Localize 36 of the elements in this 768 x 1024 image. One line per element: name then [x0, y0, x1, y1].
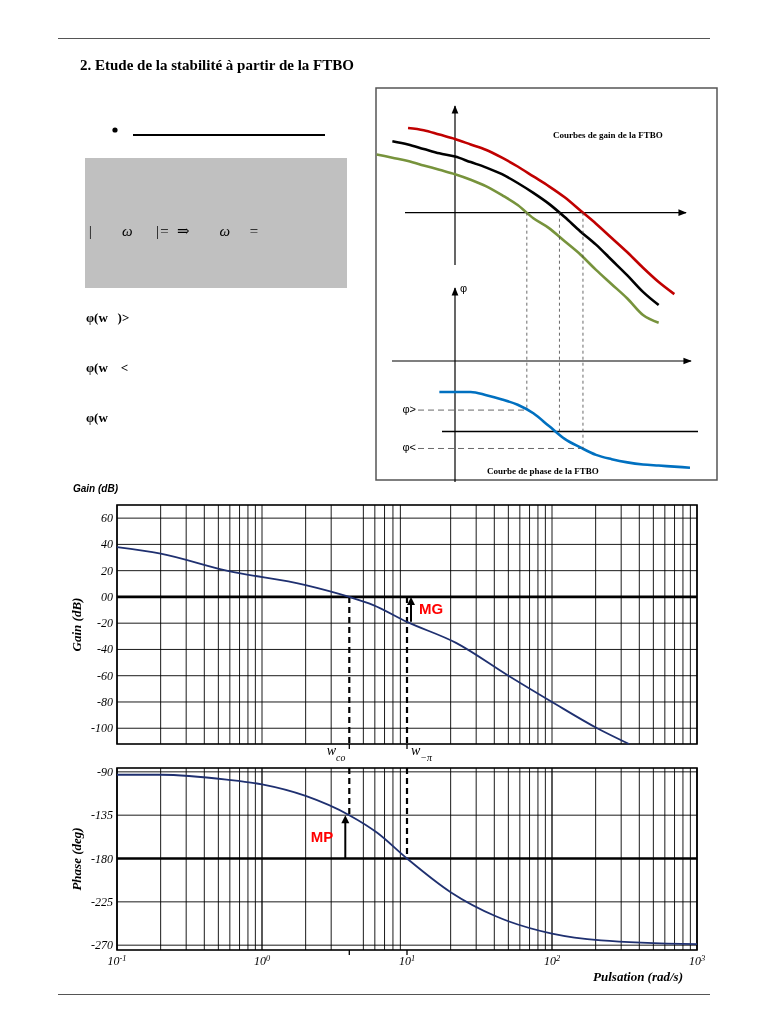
- y-tick-label: 20: [101, 563, 113, 578]
- y-tick-label: -20: [97, 616, 113, 631]
- ref-line-label: w$_{−π}$: [411, 743, 433, 763]
- x-tick-label: 10$^{3}$: [688, 953, 706, 968]
- x-tick-label: 10$^{2}$: [543, 953, 561, 968]
- text: 2. Etude de la stabilité à partir de la FTBO: [80, 57, 354, 73]
- y-axis-title: Gain (dB): [69, 597, 84, 652]
- annotation: MG: [419, 600, 444, 618]
- x-tick-label: 10$^{1}$: [398, 953, 416, 968]
- y-tick-label: 40: [101, 537, 113, 552]
- text: Courbe de phase de la FTBO: [487, 466, 599, 476]
- y-axis-title: Phase (deg): [69, 827, 84, 891]
- y-tick-label: -135: [91, 808, 113, 823]
- x-axis-title: Pulsation (rad/s): [593, 969, 683, 984]
- y-tick-label: -60: [97, 668, 113, 683]
- annotation: φ: [460, 282, 468, 294]
- y-tick-label: 60: [101, 511, 113, 526]
- ref-line-label: φ>: [402, 403, 416, 416]
- y-tick-label: -80: [97, 694, 113, 709]
- text: φ(w <: [86, 360, 129, 375]
- text: φ(w )>: [86, 310, 130, 325]
- x-tick-label: 10$^{0}$: [253, 953, 271, 968]
- ref-line-label: φ<: [402, 441, 416, 454]
- y-tick-label: -225: [91, 894, 113, 909]
- x-tick-label: 10$^{-1}$: [107, 953, 127, 968]
- text: φ(w: [86, 410, 109, 425]
- y-tick-label: -90: [97, 764, 113, 779]
- ref-line-label: w$_{co}$: [326, 743, 346, 763]
- y-tick-label: -180: [91, 851, 113, 866]
- chart-title: Gain (dB): [73, 483, 119, 494]
- y-tick-label: -100: [91, 721, 113, 736]
- y-tick-label: -270: [91, 938, 113, 953]
- text: | ω |= ⇒ ω =: [88, 223, 259, 239]
- y-tick-label: 00: [101, 589, 113, 604]
- y-tick-label: -40: [97, 642, 113, 657]
- chart-title: Courbes de gain de la FTBO: [553, 130, 663, 140]
